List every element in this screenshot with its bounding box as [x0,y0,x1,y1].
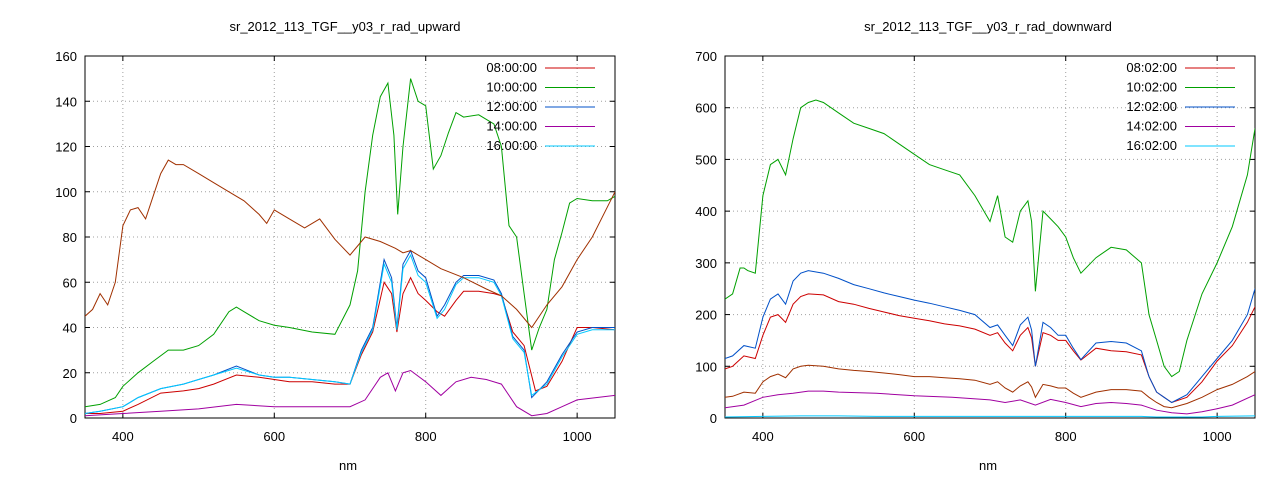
y-tick-label: 700 [695,49,717,64]
plot-frame [724,55,1256,419]
y-tick-label: 400 [695,204,717,219]
series-line-5 [725,415,1255,418]
x-tick-label: 400 [112,429,134,444]
y-tick-label: 140 [55,94,77,109]
y-tick-label: 40 [63,321,77,336]
y-tick-label: 300 [695,256,717,271]
x-tick-label: 800 [1055,429,1077,444]
x-tick-label: 1000 [1203,429,1232,444]
series-line-3 [725,270,1255,404]
y-tick-label: 500 [695,152,717,167]
y-tick-label: 20 [63,366,77,381]
series-line-1 [725,293,1255,404]
series-line-2 [725,99,1255,378]
chart-panel-1: sr_2012_113_TGF__y03_r_rad_upward 0 20 40 60… [55,19,616,473]
legend-label: 14:02:00 [1126,119,1177,134]
y-tick-label: 100 [695,359,717,374]
series-line-1 [85,276,615,414]
legend-label: 16:00:00 [486,138,537,153]
y-tick-label: 200 [695,308,717,323]
y-tick-label: 0 [70,411,77,426]
series-line-2 [85,78,615,408]
x-tick-label: 1000 [563,429,592,444]
legend-label: 08:02:00 [1126,60,1177,75]
y-tick-label: 60 [63,275,77,290]
legend-label: 10:00:00 [486,80,537,95]
series-line-6 [725,364,1255,409]
y-tick-label: 80 [63,230,77,245]
x-tick-label: 800 [415,429,437,444]
x-tick-label: 600 [263,429,285,444]
series-line-4 [725,390,1255,415]
legend-label: 10:02:00 [1126,80,1177,95]
y-tick-label: 0 [710,411,717,426]
y-tick-label: 120 [55,140,77,155]
chart-title: sr_2012_113_TGF__y03_r_rad_upward [229,19,460,34]
chart-panel-2: sr_2012_113_TGF__y03_r_rad_downward 0 100 2… [695,19,1256,473]
series-line-5 [85,253,615,414]
x-axis-label: nm [979,458,997,473]
chart-title: sr_2012_113_TGF__y03_r_rad_downward [864,19,1112,34]
x-tick-label: 600 [903,429,925,444]
legend-label: 08:00:00 [486,60,537,75]
legend-label: 12:02:00 [1126,99,1177,114]
series-line-6 [85,159,615,329]
legend-label: 16:02:00 [1126,138,1177,153]
legend-label: 12:00:00 [486,99,537,114]
series-line-4 [85,369,615,417]
x-axis-label: nm [339,458,357,473]
y-tick-label: 160 [55,49,77,64]
x-tick-label: 400 [752,429,774,444]
y-tick-label: 100 [55,185,77,200]
y-tick-label: 600 [695,101,717,116]
legend-label: 14:00:00 [486,119,537,134]
